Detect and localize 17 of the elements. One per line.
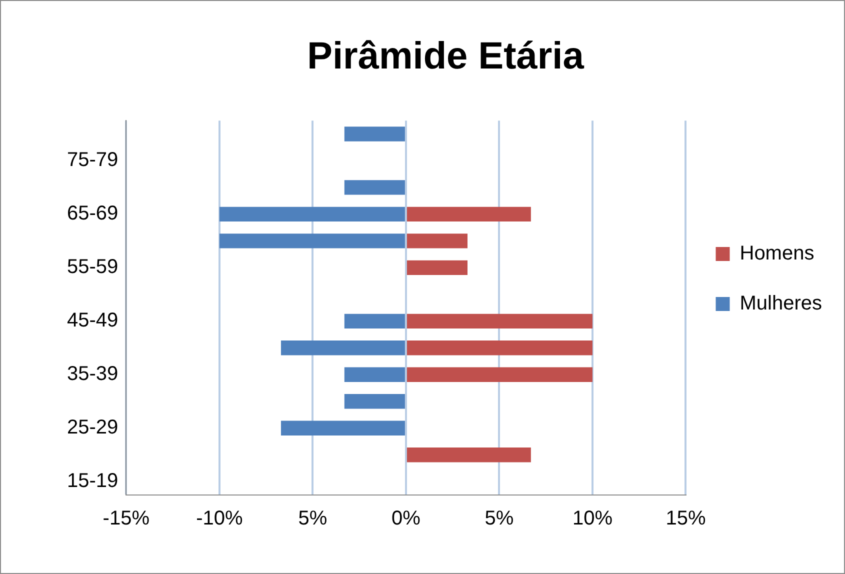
x-tick-label: -10%	[196, 508, 243, 530]
x-tick-label: 10%	[572, 508, 613, 530]
y-tick-label: 25-29	[66, 416, 118, 439]
y-tick-label: 65-69	[66, 202, 118, 225]
legend-label: Homens	[740, 242, 814, 265]
y-tick-label: 35-39	[66, 363, 118, 386]
y-tick-label: 55-59	[66, 256, 118, 278]
chart-title: Pirâmide Etária	[307, 35, 585, 78]
x-tick-label: 5%	[484, 508, 514, 530]
x-tick-label: 5%	[298, 508, 328, 530]
y-tick-label: 75-79	[66, 149, 118, 172]
x-tick-label: -15%	[102, 508, 150, 530]
y-tick-label: 15-19	[66, 470, 118, 492]
legend-label: Mulheres	[740, 292, 822, 315]
x-tick-label: 0%	[391, 508, 421, 530]
x-tick-label: 15%	[666, 508, 706, 530]
y-tick-label: 45-49	[66, 310, 118, 332]
